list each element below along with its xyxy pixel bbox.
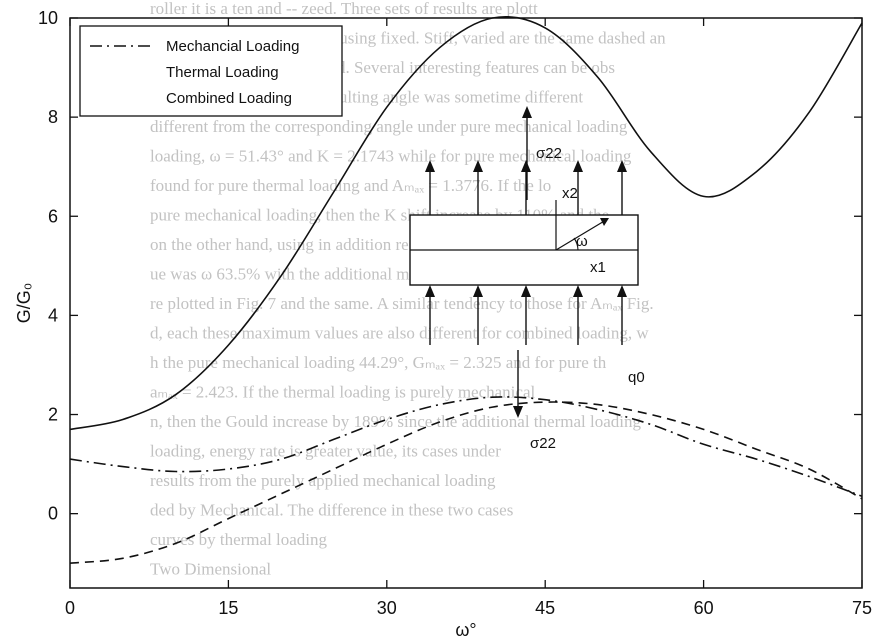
x-tick-label: 30 xyxy=(377,598,397,618)
arrow-head-top xyxy=(573,160,583,172)
y-tick-label: 8 xyxy=(48,107,58,127)
background-text-line: results from the purely applied mechanic… xyxy=(150,471,496,490)
x2-label: x2 xyxy=(562,185,578,202)
background-text-line: n, then the Gould increase by 189% since… xyxy=(150,412,641,431)
background-text-line: ded by Mechanical. The difference in the… xyxy=(150,501,513,520)
legend-entry: Mechancial Loading xyxy=(166,38,299,55)
axis-ticks: 0 15 30 45 60 75 0 2 4 6 8 10 xyxy=(38,8,872,618)
arrow-head-bottom xyxy=(425,285,435,297)
background-text: roller it is a ten and -- zeed. Three se… xyxy=(150,0,666,579)
legend-entry: Thermal Loading xyxy=(166,64,279,81)
y-axis-label: G/G₀ xyxy=(14,283,34,323)
background-text-line: loading, energy rate is greater value, i… xyxy=(150,442,501,461)
arrow-head-top xyxy=(473,160,483,172)
y-tick-label: 10 xyxy=(38,8,58,28)
omega-label: ω xyxy=(576,233,588,250)
background-text-line: loading, ω = 51.43° and K = 2.1743 while… xyxy=(150,147,632,166)
series-line-mechancial-loading xyxy=(69,396,863,498)
arrow-head-bottom xyxy=(473,285,483,297)
background-text-line: different from the corresponding angle u… xyxy=(150,117,628,136)
x-tick-label: 75 xyxy=(852,598,872,618)
series-line-combined-loading xyxy=(69,15,863,431)
background-text-line: d, each these maximum values are also di… xyxy=(150,324,649,343)
plot-frame xyxy=(69,17,863,589)
x1-axis-line xyxy=(555,219,607,251)
arrow-head-bottom xyxy=(521,285,531,297)
y-tick-label: 4 xyxy=(48,305,58,325)
y-tick-label: 6 xyxy=(48,206,58,226)
x-tick-label: 0 xyxy=(65,598,75,618)
arrow-head-bottom xyxy=(573,285,583,297)
legend-box xyxy=(79,25,343,117)
x-tick-label: 15 xyxy=(218,598,238,618)
q0-label: q0 xyxy=(628,369,645,386)
y-tick-label: 0 xyxy=(48,504,58,524)
x1-axis-head xyxy=(600,218,609,226)
arrow-head-bottom xyxy=(617,285,627,297)
stress-diagram: σ22 σ22 x2 x1ω q0 xyxy=(409,106,645,452)
background-text-line: re plotted in Fig. 7 and the same. A sim… xyxy=(150,294,654,313)
x-axis-label: ω° xyxy=(455,620,476,640)
legend: Mechancial Loading Thermal Loading Combine… xyxy=(79,25,343,117)
sigma-arrow-head-bottom xyxy=(513,406,523,418)
series-layer xyxy=(69,15,863,564)
omega-arc xyxy=(573,237,579,251)
y-tick-label: 2 xyxy=(48,405,58,425)
sigma-bottom-label: σ22 xyxy=(530,435,556,452)
background-text-line: found for pure thermal loading and Aₘₐₓ … xyxy=(150,176,551,195)
x1-label: x1 xyxy=(590,259,606,276)
x-tick-label: 60 xyxy=(694,598,714,618)
x-tick-label: 45 xyxy=(535,598,555,618)
arrow-head-top xyxy=(617,160,627,172)
arrow-head-top xyxy=(425,160,435,172)
background-text-line: Two Dimensional xyxy=(150,560,271,579)
arrow-head-top xyxy=(521,160,531,172)
legend-entry: Combined Loading xyxy=(166,90,292,107)
background-text-line: h the pure mechanical loading 44.29°, Gₘ… xyxy=(150,353,607,372)
background-text-line: curves by thermal loading xyxy=(150,530,328,549)
background-text-line: aₘₐₓ = 2.423. If the thermal loading is … xyxy=(150,383,535,402)
background-text-line: roller it is a ten and -- zeed. Three se… xyxy=(150,0,538,18)
series-line-thermal-loading xyxy=(69,401,863,564)
sigma-top-label: σ22 xyxy=(536,145,562,162)
sigma-arrow-head-top xyxy=(522,106,532,118)
